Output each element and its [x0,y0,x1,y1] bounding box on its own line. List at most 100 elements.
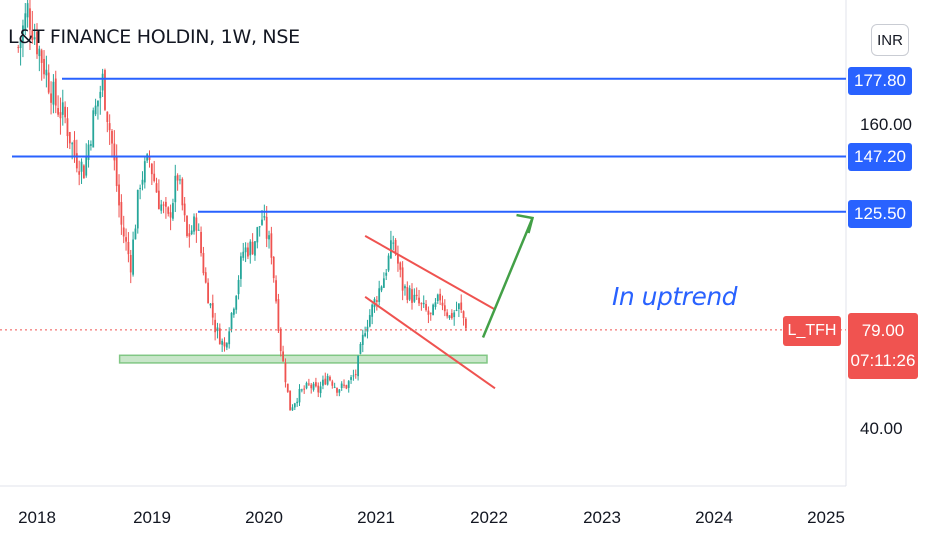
candle-body-70 [181,178,184,206]
candle-body-191 [465,318,467,329]
candle-body-142 [350,377,352,380]
candle-body-117 [291,407,294,411]
candle-body-39 [108,123,111,131]
candle-body-30 [87,144,90,160]
candle-body-174 [425,303,427,311]
candle-body-64 [167,207,170,214]
candle-body-109 [272,256,275,279]
candle-body-165 [404,286,406,289]
candle-body-12 [45,69,48,76]
candle-body-16 [54,78,57,106]
candle-body-135 [333,386,336,388]
x-tick-2023: 2023 [583,508,621,527]
candle-body-171 [418,297,420,304]
candle-body-114 [284,362,287,383]
channel-upper-line[interactable] [364,234,496,311]
candle-body-118 [293,403,296,408]
candle-body-38 [106,111,109,123]
candle-body-151 [371,304,374,317]
candle-body-119 [296,401,299,404]
channel-lower-line[interactable] [364,296,496,390]
candle-body-169 [413,294,416,302]
candle-body-47 [127,241,130,255]
candle-body-133 [329,376,331,381]
candle-body-33 [94,105,97,115]
candle-body-20 [64,106,67,118]
trend-annotation[interactable]: In uptrend [612,282,738,311]
candle-body-19 [61,102,64,115]
currency-button[interactable]: INR [871,24,909,56]
symbol-badge: L_TFH [783,316,841,346]
last-price-value: 79.00 [861,321,905,340]
candle-body-108 [270,233,273,258]
candle-body-5 [29,8,31,30]
candle-body-113 [282,351,284,362]
candle-body-1 [19,40,22,49]
candles-group [17,0,467,411]
candle-body-168 [411,289,413,303]
candle-body-29 [85,156,88,176]
candle-body-94 [237,279,240,295]
candle-body-18 [59,112,62,119]
candle-body-167 [408,288,411,300]
candle-body-164 [401,267,404,291]
candle-body-9 [38,48,41,57]
x-tick-2022: 2022 [470,508,508,527]
candle-body-134 [331,381,334,386]
candle-body-23 [71,143,74,145]
candle-body-120 [298,388,301,403]
support-zone[interactable] [118,354,488,364]
candle-body-100 [251,241,254,255]
candle-body-158 [387,255,390,271]
candle-body-75 [193,216,195,232]
level-badge-125: 125.50 [848,200,912,228]
candle-body-74 [190,230,193,235]
candle-body-90 [228,331,231,345]
candle-body-76 [195,217,198,231]
candle-body-6 [31,30,34,40]
candle-body-79 [202,252,205,274]
candle-body-182 [443,305,446,312]
y-tick-160: 160.00 [860,115,912,134]
candle-body-121 [300,389,303,391]
candle-body-144 [354,374,357,376]
candle-body-84 [214,319,217,333]
candle-body-0 [17,47,20,49]
candle-body-172 [420,303,423,305]
candle-body-43 [118,184,120,206]
last-price-badge: 79.00 07:11:26 [848,313,918,379]
candle-body-160 [392,242,395,244]
candle-body-159 [390,240,392,259]
candle-body-104 [261,219,263,225]
candle-body-31 [90,144,92,146]
candle-body-147 [361,334,364,345]
candle-body-188 [457,303,460,310]
candle-body-85 [216,327,219,332]
candle-body-148 [364,333,367,337]
candle-body-15 [52,81,55,105]
candle-body-17 [57,108,59,115]
candle-body-122 [303,388,306,390]
candle-body-187 [455,309,458,311]
candle-body-155 [380,286,383,291]
candle-body-139 [343,384,345,386]
candle-body-10 [40,50,43,63]
candle-body-132 [326,375,329,385]
projection-arrow[interactable] [481,217,534,338]
candle-body-40 [111,130,113,144]
x-tick-2019: 2019 [133,508,171,527]
candle-body-175 [427,310,430,315]
candle-body-82 [209,303,212,306]
candle-body-32 [92,110,95,148]
candle-body-190 [462,311,465,319]
candle-body-50 [134,228,137,240]
candle-body-65 [169,212,172,218]
candle-body-138 [340,383,343,389]
candle-body-61 [160,204,163,211]
candle-body-45 [122,227,125,237]
x-tick-2018: 2018 [18,508,56,527]
candle-body-131 [324,378,327,385]
candle-body-69 [179,179,181,181]
candle-body-66 [172,203,174,219]
